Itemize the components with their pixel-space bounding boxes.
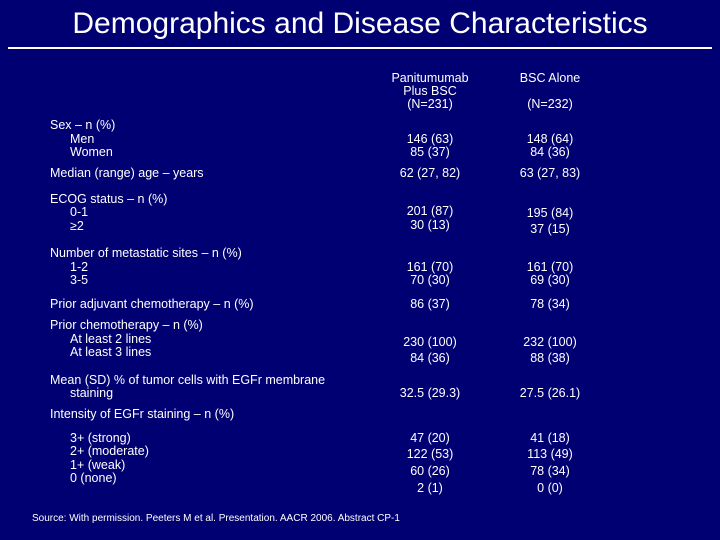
cell-egfr-percent-panitumumab: 32.5 (29.3) bbox=[399, 386, 461, 400]
cell-adjuvant-panitumumab: 86 (37) bbox=[410, 297, 450, 311]
row-label-3-lines: At least 3 lines bbox=[70, 345, 152, 359]
row-label-sex: Sex – n (%) bbox=[50, 118, 116, 132]
cell-3-lines-panitumumab: 84 (36) bbox=[410, 351, 450, 365]
cell-weak-bsc: 78 (34) bbox=[530, 464, 570, 478]
cell-strong-panitumumab: 47 (20) bbox=[410, 431, 450, 445]
row-label-metastatic-sites: Number of metastatic sites – n (%) bbox=[50, 246, 242, 260]
cell-moderate-bsc: 113 (49) bbox=[527, 447, 573, 461]
cell-age-panitumumab: 62 (27, 82) bbox=[399, 166, 461, 180]
cell-2-lines-bsc: 232 (100) bbox=[523, 335, 577, 349]
cell-moderate-panitumumab: 122 (53) bbox=[406, 447, 454, 461]
cell-none-panitumumab: 2 (1) bbox=[417, 481, 443, 495]
cell-3-lines-bsc: 88 (38) bbox=[530, 351, 570, 365]
cell-men-bsc: 148 (64) bbox=[526, 132, 574, 146]
row-label-none: 0 (none) bbox=[70, 471, 117, 485]
row-label-adjuvant: Prior adjuvant chemotherapy – n (%) bbox=[50, 297, 254, 311]
cell-2-lines-panitumumab: 230 (100) bbox=[403, 335, 457, 349]
slide-title: Demographics and Disease Characteristics bbox=[72, 7, 648, 40]
source-footnote: Source: With permission. Peeters M et al… bbox=[32, 513, 400, 524]
header-bsc-n: (N=232) bbox=[527, 97, 573, 111]
row-label-egfr-intensity: Intensity of EGFr staining – n (%) bbox=[50, 407, 235, 421]
header-panitumumab-line2: Plus BSC bbox=[403, 84, 457, 98]
header-panitumumab-line1: Panitumumab bbox=[391, 71, 469, 85]
cell-adjuvant-bsc: 78 (34) bbox=[530, 297, 570, 311]
row-label-women: Women bbox=[70, 145, 113, 159]
row-label-ecog: ECOG status – n (%) bbox=[50, 192, 168, 206]
cell-ecog-2-bsc: 37 (15) bbox=[530, 222, 570, 236]
row-label-ecog-2: ≥2 bbox=[70, 219, 84, 233]
cell-strong-bsc: 41 (18) bbox=[530, 431, 570, 445]
cell-none-bsc: 0 (0) bbox=[537, 481, 563, 495]
cell-ecog-0-1-panitumumab: 201 (87) bbox=[406, 204, 454, 218]
row-label-2-lines: At least 2 lines bbox=[70, 332, 152, 346]
row-label-strong: 3+ (strong) bbox=[70, 431, 131, 445]
row-label-mets-1-2: 1-2 bbox=[70, 260, 89, 274]
row-label-egfr-percent-cont: staining bbox=[70, 386, 114, 400]
row-label-prior-chemo: Prior chemotherapy – n (%) bbox=[50, 318, 203, 332]
cell-mets-3-5-panitumumab: 70 (30) bbox=[410, 273, 450, 287]
row-label-weak: 1+ (weak) bbox=[70, 458, 126, 472]
row-label-egfr-percent: Mean (SD) % of tumor cells with EGFr mem… bbox=[50, 373, 326, 387]
cell-ecog-2-panitumumab: 30 (13) bbox=[410, 218, 450, 232]
cell-mets-1-2-panitumumab: 161 (70) bbox=[406, 260, 454, 274]
title-divider bbox=[8, 47, 712, 49]
cell-women-panitumumab: 85 (37) bbox=[410, 145, 450, 159]
cell-men-panitumumab: 146 (63) bbox=[406, 132, 454, 146]
row-label-men: Men bbox=[70, 132, 95, 146]
row-label-mets-3-5: 3-5 bbox=[70, 273, 89, 287]
cell-ecog-0-1-bsc: 195 (84) bbox=[526, 206, 574, 220]
cell-age-bsc: 63 (27, 83) bbox=[519, 166, 581, 180]
row-label-ecog-0-1: 0-1 bbox=[70, 205, 89, 219]
row-label-age: Median (range) age – years bbox=[50, 166, 204, 180]
cell-weak-panitumumab: 60 (26) bbox=[410, 464, 450, 478]
row-label-moderate: 2+ (moderate) bbox=[70, 444, 149, 458]
cell-mets-1-2-bsc: 161 (70) bbox=[526, 260, 574, 274]
header-bsc-line1: BSC Alone bbox=[519, 71, 581, 85]
header-panitumumab-n: (N=231) bbox=[407, 97, 453, 111]
cell-mets-3-5-bsc: 69 (30) bbox=[530, 273, 570, 287]
cell-women-bsc: 84 (36) bbox=[530, 145, 570, 159]
cell-egfr-percent-bsc: 27.5 (26.1) bbox=[519, 386, 581, 400]
